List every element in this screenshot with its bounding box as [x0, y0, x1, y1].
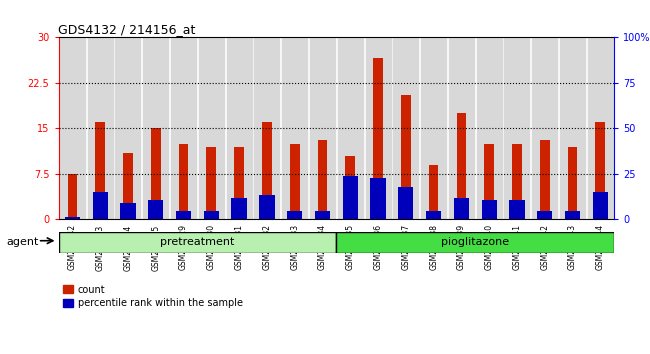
Bar — [60, 37, 85, 219]
Bar — [227, 37, 252, 219]
Bar — [565, 211, 580, 219]
Bar — [92, 192, 108, 219]
Bar — [262, 122, 272, 219]
Bar — [207, 147, 216, 219]
Bar — [199, 37, 224, 219]
Bar — [504, 37, 530, 219]
Legend: count, percentile rank within the sample: count, percentile rank within the sample — [63, 285, 243, 308]
Bar — [482, 200, 497, 219]
Bar — [315, 211, 330, 219]
Bar — [179, 143, 188, 219]
Bar — [593, 192, 608, 219]
Bar — [65, 217, 80, 219]
Bar — [567, 147, 577, 219]
Bar — [429, 165, 439, 219]
Bar — [454, 198, 469, 219]
Bar — [151, 128, 161, 219]
Bar — [282, 37, 307, 219]
Bar — [512, 143, 522, 219]
Bar — [560, 37, 585, 219]
Bar — [373, 58, 383, 219]
Bar — [310, 37, 335, 219]
Bar — [338, 37, 363, 219]
Bar — [318, 141, 328, 219]
Bar — [370, 178, 385, 219]
Bar — [176, 211, 191, 219]
Bar — [287, 211, 302, 219]
Bar — [337, 232, 614, 253]
Bar — [123, 153, 133, 219]
Bar — [510, 200, 525, 219]
Bar — [254, 37, 280, 219]
Bar — [171, 37, 196, 219]
Bar — [259, 195, 274, 219]
Bar — [343, 176, 358, 219]
Bar — [484, 143, 494, 219]
Bar — [537, 211, 552, 219]
Bar — [148, 200, 163, 219]
Bar — [68, 174, 77, 219]
Bar — [116, 37, 140, 219]
Bar — [290, 143, 300, 219]
Bar — [234, 147, 244, 219]
Bar — [401, 95, 411, 219]
Bar — [421, 37, 446, 219]
Bar — [398, 187, 413, 219]
Bar — [426, 211, 441, 219]
Text: GDS4132 / 214156_at: GDS4132 / 214156_at — [58, 23, 196, 36]
Bar — [540, 141, 550, 219]
Bar — [88, 37, 112, 219]
Bar — [456, 113, 466, 219]
Bar — [203, 211, 219, 219]
Bar — [393, 37, 419, 219]
Bar — [449, 37, 474, 219]
Bar — [96, 122, 105, 219]
Bar — [231, 198, 247, 219]
Bar — [345, 156, 355, 219]
Bar — [532, 37, 557, 219]
Bar — [595, 122, 605, 219]
Bar — [143, 37, 168, 219]
Text: pioglitazone: pioglitazone — [441, 238, 510, 247]
Bar — [120, 203, 136, 219]
Bar — [58, 232, 337, 253]
Bar — [588, 37, 613, 219]
Bar — [476, 37, 502, 219]
Bar — [365, 37, 391, 219]
Text: agent: agent — [6, 238, 39, 247]
Text: pretreatment: pretreatment — [161, 238, 235, 247]
